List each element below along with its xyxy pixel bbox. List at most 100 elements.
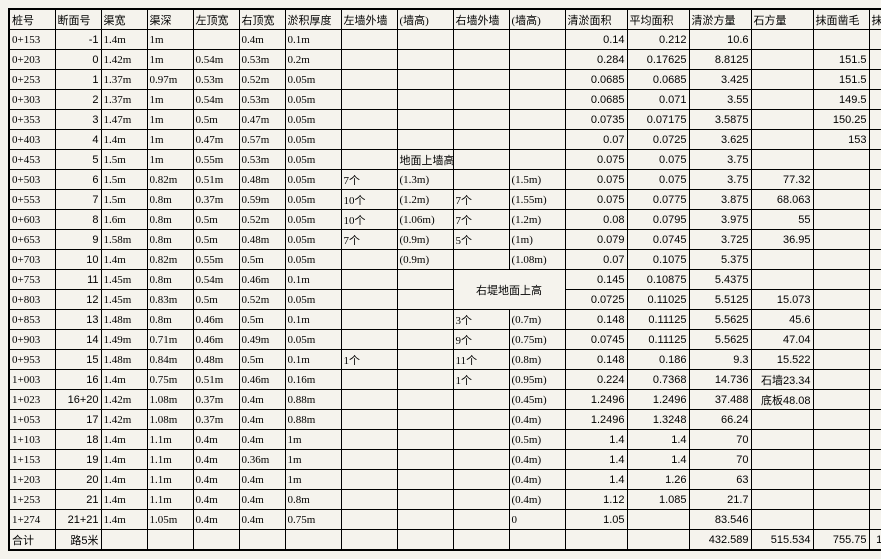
cell: [751, 270, 813, 290]
cell: 10: [55, 250, 101, 270]
cell: 142.975: [869, 290, 881, 310]
cell: [751, 470, 813, 490]
cell: 149.5: [813, 90, 869, 110]
cell: [341, 310, 397, 330]
cell: 0.0685: [627, 70, 689, 90]
cell: 0.37m: [193, 390, 239, 410]
cell: 0+703: [9, 250, 55, 270]
cell: 0+603: [9, 210, 55, 230]
cell: [813, 230, 869, 250]
cell: 0.53m: [239, 50, 285, 70]
cell: 合计: [9, 530, 55, 551]
cell: 0.0725: [565, 290, 627, 310]
col-header-8: (墙高): [397, 9, 453, 30]
col-header-1: 断面号: [55, 9, 101, 30]
cell: [869, 490, 881, 510]
cell: 0.8m: [147, 190, 193, 210]
cell: 0.075: [627, 150, 689, 170]
cell: 70: [689, 450, 751, 470]
cell: 203.5: [869, 250, 881, 270]
cell: 45.6: [751, 310, 813, 330]
cell: [397, 410, 453, 430]
cell: [341, 530, 397, 551]
cell: [813, 450, 869, 470]
cell: 0.075: [565, 150, 627, 170]
cell: 0.84m: [147, 350, 193, 370]
cell: 3.425: [689, 70, 751, 90]
table-row: 0+40341.4m1m0.47m0.57m0.05m0.070.07253.6…: [9, 130, 881, 150]
cell: 1m: [147, 90, 193, 110]
cell: 0.5m: [193, 110, 239, 130]
cell: [869, 190, 881, 210]
col-header-0: 桩号: [9, 9, 55, 30]
table-row: 0+45351.5m1m0.55m0.53m0.05m地面上墙高0.0750.0…: [9, 150, 881, 170]
cell: 0.224: [565, 370, 627, 390]
cell: [397, 490, 453, 510]
cell: [341, 250, 397, 270]
cell: 0.37m: [193, 190, 239, 210]
cell: 0.4m: [193, 510, 239, 530]
col-header-12: 平均面积: [627, 9, 689, 30]
cell: 0.14: [565, 30, 627, 50]
table-row: 0+20301.42m1m0.54m0.53m0.2m0.2840.176258…: [9, 50, 881, 70]
cell: 0.8m: [147, 230, 193, 250]
cell: [813, 290, 869, 310]
cell: [869, 110, 881, 130]
col-header-7: 左墙外墙: [341, 9, 397, 30]
cell: [751, 410, 813, 430]
cell: [101, 530, 147, 551]
cell: 0.4m: [193, 450, 239, 470]
cell: [509, 110, 565, 130]
cell: 13: [55, 310, 101, 330]
cell: 0.82m: [147, 250, 193, 270]
cell: (0.95m): [509, 370, 565, 390]
cell: [453, 110, 509, 130]
cell: 1+103: [9, 430, 55, 450]
cell: 0.4m: [239, 430, 285, 450]
cell: [813, 330, 869, 350]
table-row: 0+753111.45m0.8m0.54m0.46m0.1m右堤地面上高0.14…: [9, 270, 881, 290]
cell: [453, 130, 509, 150]
cell: 9.3: [689, 350, 751, 370]
cell: [341, 150, 397, 170]
cell: 3.5875: [689, 110, 751, 130]
cell: 0.0745: [565, 330, 627, 350]
cell: (1.3m): [397, 170, 453, 190]
cell: 0.53m: [239, 150, 285, 170]
cell: 0.71m: [147, 330, 193, 350]
cell: 0.0795: [627, 210, 689, 230]
cell: [453, 390, 509, 410]
cell: 5个: [453, 230, 509, 250]
cell: 5.5125: [689, 290, 751, 310]
cell: [397, 470, 453, 490]
cell: 1+053: [9, 410, 55, 430]
cell: 1m: [147, 150, 193, 170]
cell: 0.54m: [193, 90, 239, 110]
cell: 0.46m: [239, 270, 285, 290]
cell: 1.5m: [101, 190, 147, 210]
cell: [453, 410, 509, 430]
cell: 0.49m: [239, 330, 285, 350]
cell: [341, 490, 397, 510]
cell: 83.546: [689, 510, 751, 530]
cell: [341, 70, 397, 90]
cell: 1+023: [9, 390, 55, 410]
cell: 1.37m: [101, 90, 147, 110]
cell: 1m: [147, 130, 193, 150]
cell: [869, 30, 881, 50]
cell: 0.05m: [285, 290, 341, 310]
cell: 1.4m: [101, 130, 147, 150]
cell: 0.4m: [239, 470, 285, 490]
cell: 0.37m: [193, 410, 239, 430]
cell: 0.0685: [565, 90, 627, 110]
cell: [453, 30, 509, 50]
table-row: 0+953151.48m0.84m0.48m0.5m0.1m1个11个(0.8m…: [9, 350, 881, 370]
cell: 4: [55, 130, 101, 150]
cell: [341, 510, 397, 530]
cell: 2: [55, 90, 101, 110]
cell: [397, 430, 453, 450]
cell: 0.51m: [193, 170, 239, 190]
cell: 0: [509, 510, 565, 530]
cell: 3.75: [689, 150, 751, 170]
cell: 150.25: [813, 110, 869, 130]
